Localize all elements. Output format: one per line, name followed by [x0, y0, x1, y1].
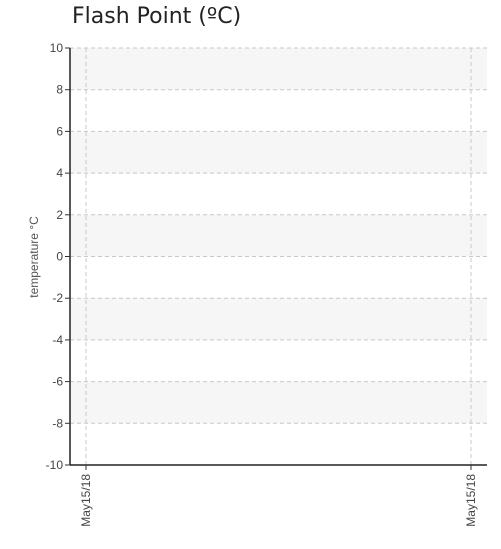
y-tick-label: 4: [56, 166, 63, 180]
y-tick-label: -8: [52, 416, 63, 430]
y-tick-label: -10: [46, 458, 64, 472]
plot-band: [70, 381, 487, 424]
x-tick-label: May15/18: [79, 474, 93, 527]
y-tick-label: 10: [50, 41, 64, 55]
plot-band: [70, 214, 487, 257]
y-tick-label: -2: [52, 291, 63, 305]
y-axis-ticks: 10 8 6 4 2 0 -2 -4 -6 -8 -10: [46, 41, 70, 472]
y-tick-label: -4: [52, 333, 63, 347]
y-axis-title: temperature °C: [27, 216, 41, 298]
y-tick-label: 6: [56, 124, 63, 138]
y-tick-label: 0: [56, 250, 63, 264]
plot-band: [70, 131, 487, 174]
chart-title: Flash Point (ºC): [72, 4, 242, 29]
x-axis-ticks: May15/18 May15/18: [79, 465, 478, 527]
plot-band: [70, 298, 487, 340]
y-tick-label: 2: [56, 208, 63, 222]
plot-band: [70, 48, 487, 90]
y-tick-label: 8: [56, 83, 63, 97]
x-tick-label: May15/18: [464, 474, 478, 527]
plot-bands: [70, 48, 487, 424]
y-tick-label: -6: [52, 375, 63, 389]
